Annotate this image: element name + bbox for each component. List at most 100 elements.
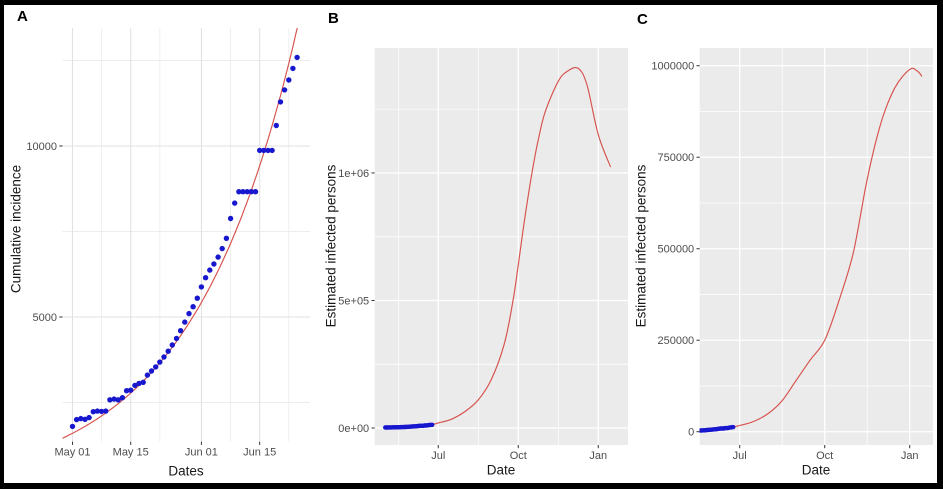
x-tick-label: Jan — [589, 450, 607, 462]
data-point — [153, 364, 159, 370]
panel-a-axis-ticks: May 01 May 15 Jun 01 Jun 15 5000 10000 — [26, 141, 276, 459]
data-point — [186, 310, 192, 317]
y-tick-label: 1000000 — [651, 61, 694, 73]
data-point — [69, 423, 76, 430]
panel-c-data-points — [681, 424, 736, 433]
panel-c-y-axis-title: Estimated infected persons — [633, 164, 649, 328]
data-point — [177, 328, 184, 334]
x-tick-label: Oct — [510, 450, 527, 462]
data-point — [128, 387, 134, 393]
data-point — [240, 189, 246, 195]
data-point — [73, 416, 80, 423]
panel-a: May 01 May 15 Jun 01 Jun 15 5000 10000 — [26, 28, 310, 459]
data-point — [682, 429, 686, 433]
data-point — [290, 65, 296, 72]
data-point — [115, 397, 121, 403]
panel-b-label: B — [328, 10, 339, 27]
y-tick-label: 5000 — [33, 312, 57, 324]
data-point — [219, 245, 225, 252]
panel-b-data-points — [383, 422, 435, 430]
data-point — [86, 414, 92, 421]
data-point — [232, 200, 238, 206]
panel-c-x-axis-title: Date — [801, 462, 831, 478]
data-point — [683, 429, 687, 433]
data-point — [248, 189, 254, 195]
data-point — [107, 397, 113, 403]
y-tick-label: 1e+06 — [338, 168, 369, 180]
panel-b: Jul Oct Jan 0e+00 5e+05 1e+06 — [338, 48, 628, 462]
data-point — [94, 408, 101, 414]
data-point — [194, 295, 200, 301]
y-tick-label: 500000 — [657, 244, 694, 256]
data-point — [161, 354, 167, 360]
data-point — [169, 342, 175, 348]
y-tick-label: 0e+00 — [338, 423, 369, 435]
panel-a-label: A — [17, 8, 28, 25]
data-point — [98, 408, 105, 415]
data-point — [198, 284, 205, 290]
data-point — [132, 382, 138, 389]
y-tick-label: 5e+05 — [338, 295, 369, 307]
x-tick-label: Jun 01 — [185, 447, 218, 459]
panel-a-data-points — [69, 54, 300, 430]
data-point — [430, 422, 435, 427]
x-tick-label: May 15 — [113, 447, 149, 459]
data-point — [277, 99, 284, 105]
panel-c-label: C — [637, 11, 648, 28]
data-point — [223, 235, 230, 241]
panel-c: Jul Oct Jan 0 250000 500000 750000 1000000 — [651, 48, 933, 462]
data-point — [227, 215, 234, 222]
panel-b-y-axis-title: Estimated infected persons — [323, 164, 339, 328]
panel-a-y-axis-title: Cumulative incidence — [8, 164, 24, 294]
y-tick-label: 250000 — [657, 335, 694, 347]
data-point — [103, 408, 109, 414]
data-point — [165, 348, 171, 354]
y-tick-label: 0 — [688, 427, 694, 439]
data-point — [681, 429, 685, 433]
data-point — [140, 379, 146, 385]
panel-b-axis-ticks: Jul Oct Jan 0e+00 5e+05 1e+06 — [338, 168, 607, 462]
data-point — [211, 261, 217, 267]
panel-c-plot-area — [681, 67, 923, 433]
data-point — [190, 304, 196, 310]
data-point — [173, 335, 180, 342]
data-point — [257, 147, 263, 154]
data-point — [244, 189, 250, 195]
data-point — [157, 359, 163, 365]
panel-b-x-axis-title: Date — [486, 462, 516, 478]
data-point — [78, 415, 84, 422]
data-point — [286, 77, 292, 83]
data-point — [136, 380, 142, 387]
x-tick-label: Jul — [733, 450, 747, 462]
data-point — [123, 388, 130, 394]
panel-b-background — [374, 48, 628, 445]
data-point — [261, 147, 267, 154]
panel-a-plot-area — [62, 28, 300, 439]
data-point — [273, 122, 279, 129]
data-point — [265, 147, 271, 154]
data-point — [281, 87, 288, 93]
panel-a-x-axis-title: Dates — [168, 463, 204, 479]
panel-c-model-curve — [732, 67, 923, 428]
y-tick-label: 10000 — [26, 141, 57, 153]
panel-c-axis-ticks: Jul Oct Jan 0 250000 500000 750000 1000000 — [651, 61, 918, 463]
data-point — [111, 396, 117, 402]
panel-b-plot-area — [383, 66, 611, 430]
panel-a-model-curve — [62, 28, 298, 439]
data-point — [252, 189, 259, 195]
data-point — [148, 368, 155, 374]
data-point — [202, 275, 209, 281]
data-point — [82, 416, 88, 422]
data-point — [236, 189, 242, 195]
data-point — [269, 147, 275, 154]
y-tick-label: 750000 — [657, 152, 694, 164]
data-point — [694, 429, 698, 433]
data-point — [731, 424, 736, 430]
data-point — [182, 319, 188, 325]
x-tick-label: Oct — [816, 450, 833, 462]
data-point — [215, 254, 221, 260]
panel-c-background — [699, 48, 933, 445]
data-point — [144, 372, 151, 378]
panel-a-gridlines — [62, 28, 310, 442]
